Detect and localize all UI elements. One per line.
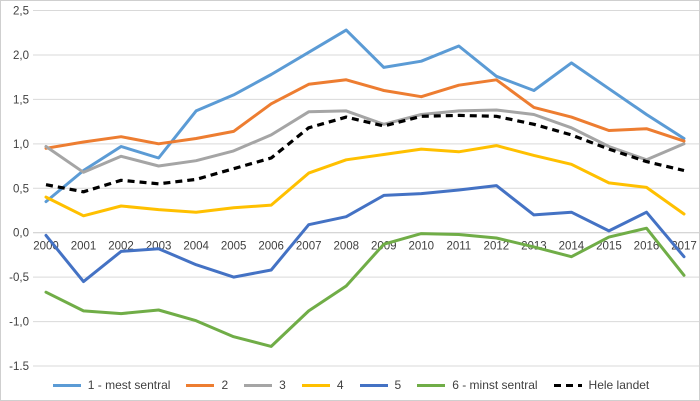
legend-label: 2 [221,378,229,392]
y-axis-tick-label: -0,5 [9,272,29,284]
y-axis-tick-label: -1,5 [9,361,29,370]
legend-swatch-icon [553,383,582,387]
y-axis-tick-label: 0,0 [13,228,29,240]
x-axis-tick-label: 2001 [71,241,97,253]
series-line-3 [44,144,686,218]
y-axis-tick-label: 1,0 [13,139,29,151]
legend-item-5: 6 - minst sentral [417,378,538,392]
legend-swatch-icon [301,383,330,387]
x-axis-tick-label: 2016 [634,241,660,253]
legend-swatch-icon [359,383,388,387]
legend-label: Hele landet [588,378,650,392]
y-axis-tick-label: 1,5 [13,94,29,106]
y-axis-tick-label: 2,5 [13,6,29,18]
x-axis-tick-label: 2005 [221,241,247,253]
y-axis-tick-label: 2,0 [13,50,29,62]
x-axis-tick-label: 2014 [559,241,585,253]
legend-item-2: 3 [244,378,286,392]
legend-item-0: 1 - mest sentral [52,378,171,392]
legend-swatch-icon [52,383,81,387]
x-axis-tick-label: 2015 [596,241,622,253]
legend-swatch-icon [244,383,273,387]
x-axis-tick-label: 2008 [333,241,359,253]
series-line-6 [45,113,685,194]
x-axis-tick-label: 2010 [408,241,434,253]
series-line-1 [44,78,686,150]
legend-label: 6 - minst sentral [452,378,538,392]
legend-label: 4 [336,378,344,392]
y-axis-tick-label: -1,0 [9,317,29,329]
chart-legend: 1 - mest sentral 2 3 4 5 6 - minst sentral Hel… [1,370,699,400]
x-axis-tick-label: 2011 [446,241,471,253]
x-axis-tick-label: 2006 [258,241,284,253]
legend-label: 5 [394,378,402,392]
legend-swatch-icon [186,383,215,387]
legend-item-3: 4 [301,378,344,392]
series-line-5 [44,226,686,348]
series-line-4 [44,184,686,284]
series-line-2 [44,108,686,174]
legend-label: 1 - mest sentral [87,378,171,392]
legend-swatch-icon [417,383,446,387]
legend-item-1: 2 [186,378,228,392]
x-axis-tick-label: 2012 [484,241,510,253]
series-line-0 [44,28,686,204]
x-axis-tick-label: 2007 [296,241,322,253]
y-axis-tick-label: 0,5 [13,183,29,195]
legend-label: 3 [279,378,286,392]
legend-item-6: Hele landet [553,378,650,392]
x-axis-tick-label: 2004 [183,241,209,253]
legend-item-4: 5 [359,378,402,392]
